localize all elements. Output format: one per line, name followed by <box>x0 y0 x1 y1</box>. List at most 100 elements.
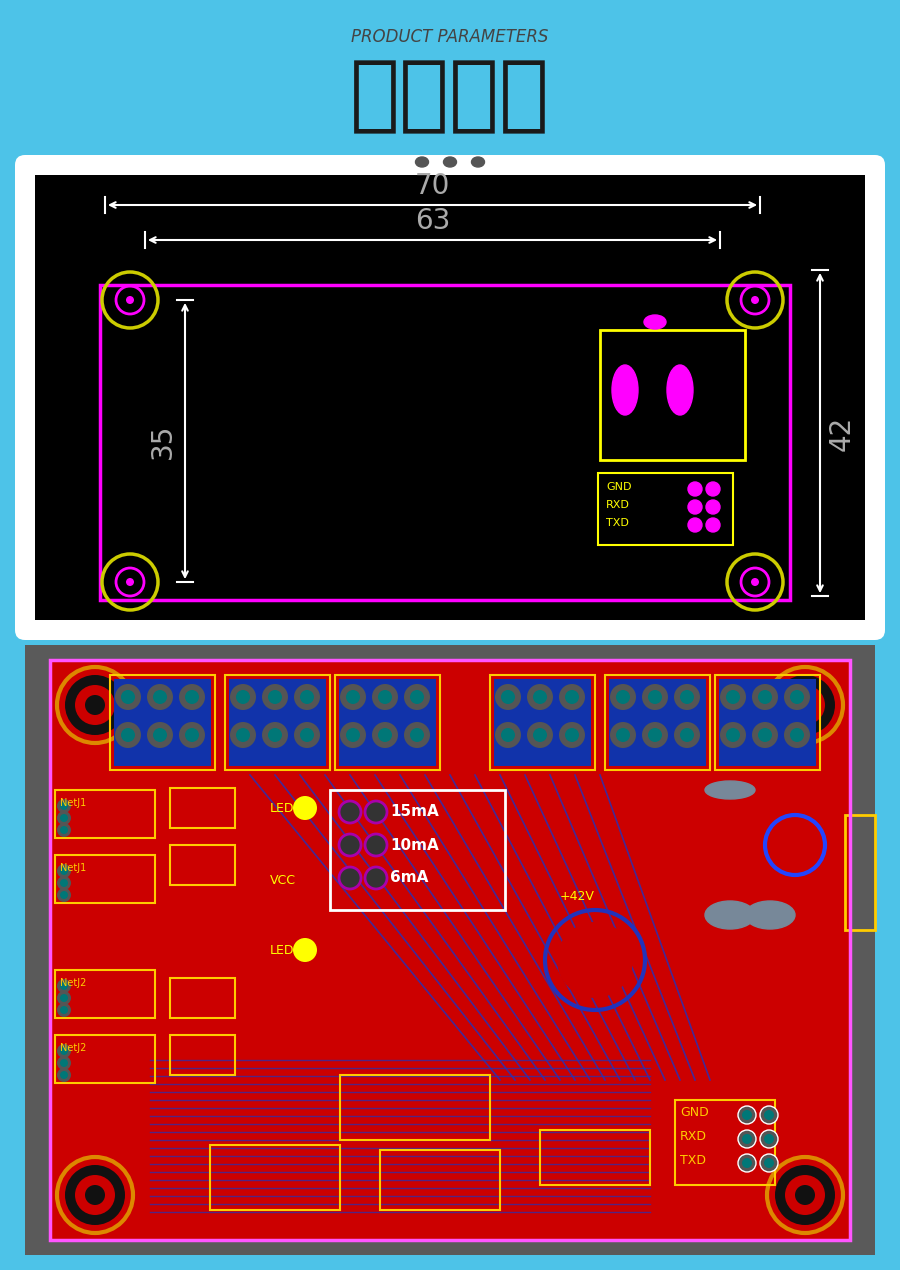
Circle shape <box>236 728 250 742</box>
Circle shape <box>738 1106 756 1124</box>
Circle shape <box>293 796 317 820</box>
Circle shape <box>115 685 141 710</box>
Circle shape <box>533 728 547 742</box>
Circle shape <box>57 1068 71 1082</box>
Circle shape <box>294 685 320 710</box>
Bar <box>719 679 816 766</box>
Circle shape <box>57 799 71 813</box>
Circle shape <box>501 690 515 704</box>
Circle shape <box>726 728 740 742</box>
Circle shape <box>60 1059 68 1067</box>
Circle shape <box>784 685 810 710</box>
Circle shape <box>674 723 700 748</box>
Circle shape <box>742 1158 752 1168</box>
Ellipse shape <box>705 781 755 799</box>
Circle shape <box>230 685 256 710</box>
Circle shape <box>262 685 288 710</box>
Text: 10mA: 10mA <box>390 837 439 852</box>
Circle shape <box>300 690 314 704</box>
Circle shape <box>75 1175 115 1215</box>
Circle shape <box>153 690 167 704</box>
Circle shape <box>365 834 387 856</box>
Circle shape <box>85 1185 105 1205</box>
Text: 35: 35 <box>149 423 177 458</box>
Circle shape <box>785 1175 825 1215</box>
Text: 6mA: 6mA <box>390 870 428 885</box>
Circle shape <box>764 1158 774 1168</box>
Circle shape <box>495 685 521 710</box>
Text: 42: 42 <box>828 415 856 451</box>
Circle shape <box>559 723 585 748</box>
Text: +42V: +42V <box>560 890 595 903</box>
Text: NetJ2: NetJ2 <box>60 1043 86 1053</box>
Bar <box>380 1151 500 1210</box>
Circle shape <box>688 518 702 532</box>
Circle shape <box>339 801 361 823</box>
Circle shape <box>57 864 71 878</box>
Ellipse shape <box>745 900 795 928</box>
Bar <box>605 674 710 770</box>
Bar <box>170 845 235 885</box>
Text: LED: LED <box>270 801 294 814</box>
Circle shape <box>57 888 71 902</box>
Bar <box>55 855 155 903</box>
Circle shape <box>57 991 71 1005</box>
Circle shape <box>790 728 804 742</box>
Bar <box>100 284 790 599</box>
Circle shape <box>60 801 68 810</box>
Text: GND: GND <box>680 1105 709 1119</box>
Bar <box>600 330 745 460</box>
Circle shape <box>760 1154 778 1172</box>
Text: TXD: TXD <box>680 1153 706 1167</box>
Text: TXD: TXD <box>606 518 629 528</box>
Circle shape <box>346 728 360 742</box>
Circle shape <box>742 1134 752 1144</box>
Circle shape <box>230 723 256 748</box>
Circle shape <box>674 685 700 710</box>
Bar <box>340 1074 490 1140</box>
Circle shape <box>610 723 636 748</box>
Bar <box>170 787 235 828</box>
Text: NetJ1: NetJ1 <box>60 798 86 808</box>
Circle shape <box>758 690 772 704</box>
Circle shape <box>60 982 68 991</box>
Circle shape <box>495 723 521 748</box>
Circle shape <box>57 979 71 993</box>
Ellipse shape <box>416 157 428 166</box>
Bar <box>55 1035 155 1083</box>
Circle shape <box>680 690 694 704</box>
Circle shape <box>340 723 366 748</box>
Bar <box>609 679 706 766</box>
Bar <box>598 472 733 545</box>
Circle shape <box>404 723 430 748</box>
Circle shape <box>60 994 68 1002</box>
Bar <box>210 1146 340 1210</box>
Circle shape <box>565 728 579 742</box>
Circle shape <box>616 728 630 742</box>
Circle shape <box>121 728 135 742</box>
Circle shape <box>501 728 515 742</box>
Circle shape <box>410 728 424 742</box>
Bar <box>170 978 235 1019</box>
Circle shape <box>527 685 553 710</box>
Circle shape <box>775 1165 835 1226</box>
FancyBboxPatch shape <box>15 155 885 640</box>
Ellipse shape <box>612 364 638 415</box>
Ellipse shape <box>705 900 755 928</box>
Circle shape <box>262 723 288 748</box>
Circle shape <box>785 685 825 725</box>
Circle shape <box>758 728 772 742</box>
Bar <box>490 674 595 770</box>
Bar <box>170 1035 235 1074</box>
Circle shape <box>60 867 68 875</box>
Ellipse shape <box>472 157 484 166</box>
Circle shape <box>57 1044 71 1058</box>
Circle shape <box>346 690 360 704</box>
Text: NetJ1: NetJ1 <box>60 864 86 872</box>
Circle shape <box>410 690 424 704</box>
Bar <box>675 1100 775 1185</box>
Circle shape <box>268 728 282 742</box>
Bar <box>50 660 850 1240</box>
Circle shape <box>126 578 134 585</box>
Circle shape <box>57 876 71 890</box>
